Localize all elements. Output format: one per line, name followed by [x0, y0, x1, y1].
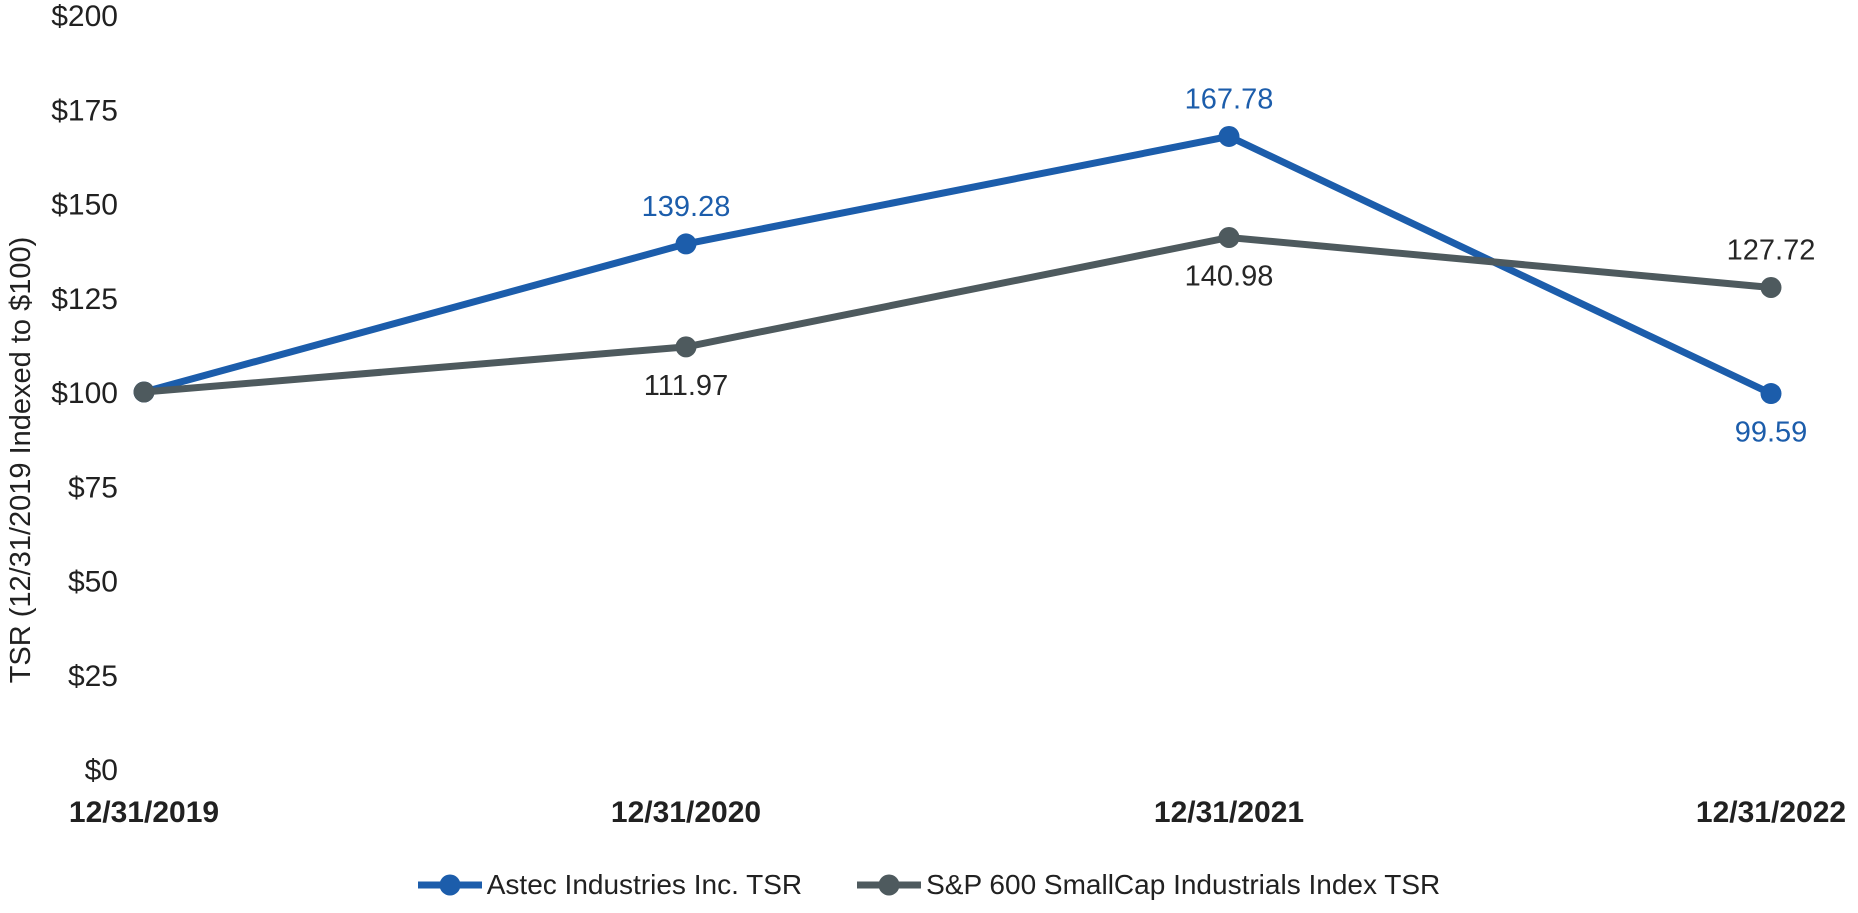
data-point-label: 139.28: [642, 191, 731, 223]
y-tick-label: $25: [68, 660, 118, 693]
data-point: [1760, 276, 1782, 298]
y-tick-label: $150: [51, 189, 118, 222]
legend-label-astec: Astec Industries Inc. TSR: [486, 869, 803, 900]
data-point-label: 140.98: [1185, 261, 1274, 293]
data-point: [1218, 125, 1240, 147]
data-point: [1218, 227, 1240, 249]
chart-legend: Astec Industries Inc. TSR S&P 600 SmallC…: [0, 867, 1858, 903]
y-tick-label: $75: [68, 471, 118, 504]
y-tick-label: $200: [51, 0, 118, 33]
x-axis-label: 12/31/2021: [1154, 796, 1304, 829]
x-axis-label: 12/31/2019: [69, 796, 219, 829]
y-tick-label: $50: [68, 566, 118, 599]
y-axis-title: TSR (12/31/2019 Indexed to $100): [5, 237, 37, 684]
y-tick-label: $125: [51, 283, 118, 316]
legend-marker-line-dot-icon: [417, 874, 482, 896]
x-axis-label: 12/31/2020: [611, 796, 761, 829]
data-point-label: 111.97: [644, 370, 728, 402]
legend-marker-line-dot-icon: [857, 874, 922, 896]
y-tick-label: $0: [85, 754, 118, 787]
series-line-1: [140, 233, 1775, 396]
data-point-label: 127.72: [1727, 234, 1816, 266]
legend-label-sp600: S&P 600 SmallCap Industrials Index TSR: [926, 869, 1441, 900]
y-tick-label: $175: [51, 94, 118, 127]
data-point: [1760, 383, 1782, 405]
y-tick-label: $100: [51, 377, 118, 410]
data-point-label: 167.78: [1185, 83, 1274, 115]
data-point-label: 99.59: [1735, 417, 1808, 449]
line-chart-canvas: $0 $25 $50 $75 $100 $125 $150 $175 $200 TSR (12/3…: [5, 0, 1846, 829]
data-point: [133, 381, 155, 403]
data-point: [675, 336, 697, 358]
x-axis-label: 12/31/2022: [1696, 796, 1846, 829]
legend-item-sp600: S&P 600 SmallCap Industrials Index TSR: [857, 869, 1440, 901]
data-point: [675, 233, 697, 255]
legend-item-astec: Astec Industries Inc. TSR: [417, 869, 803, 901]
